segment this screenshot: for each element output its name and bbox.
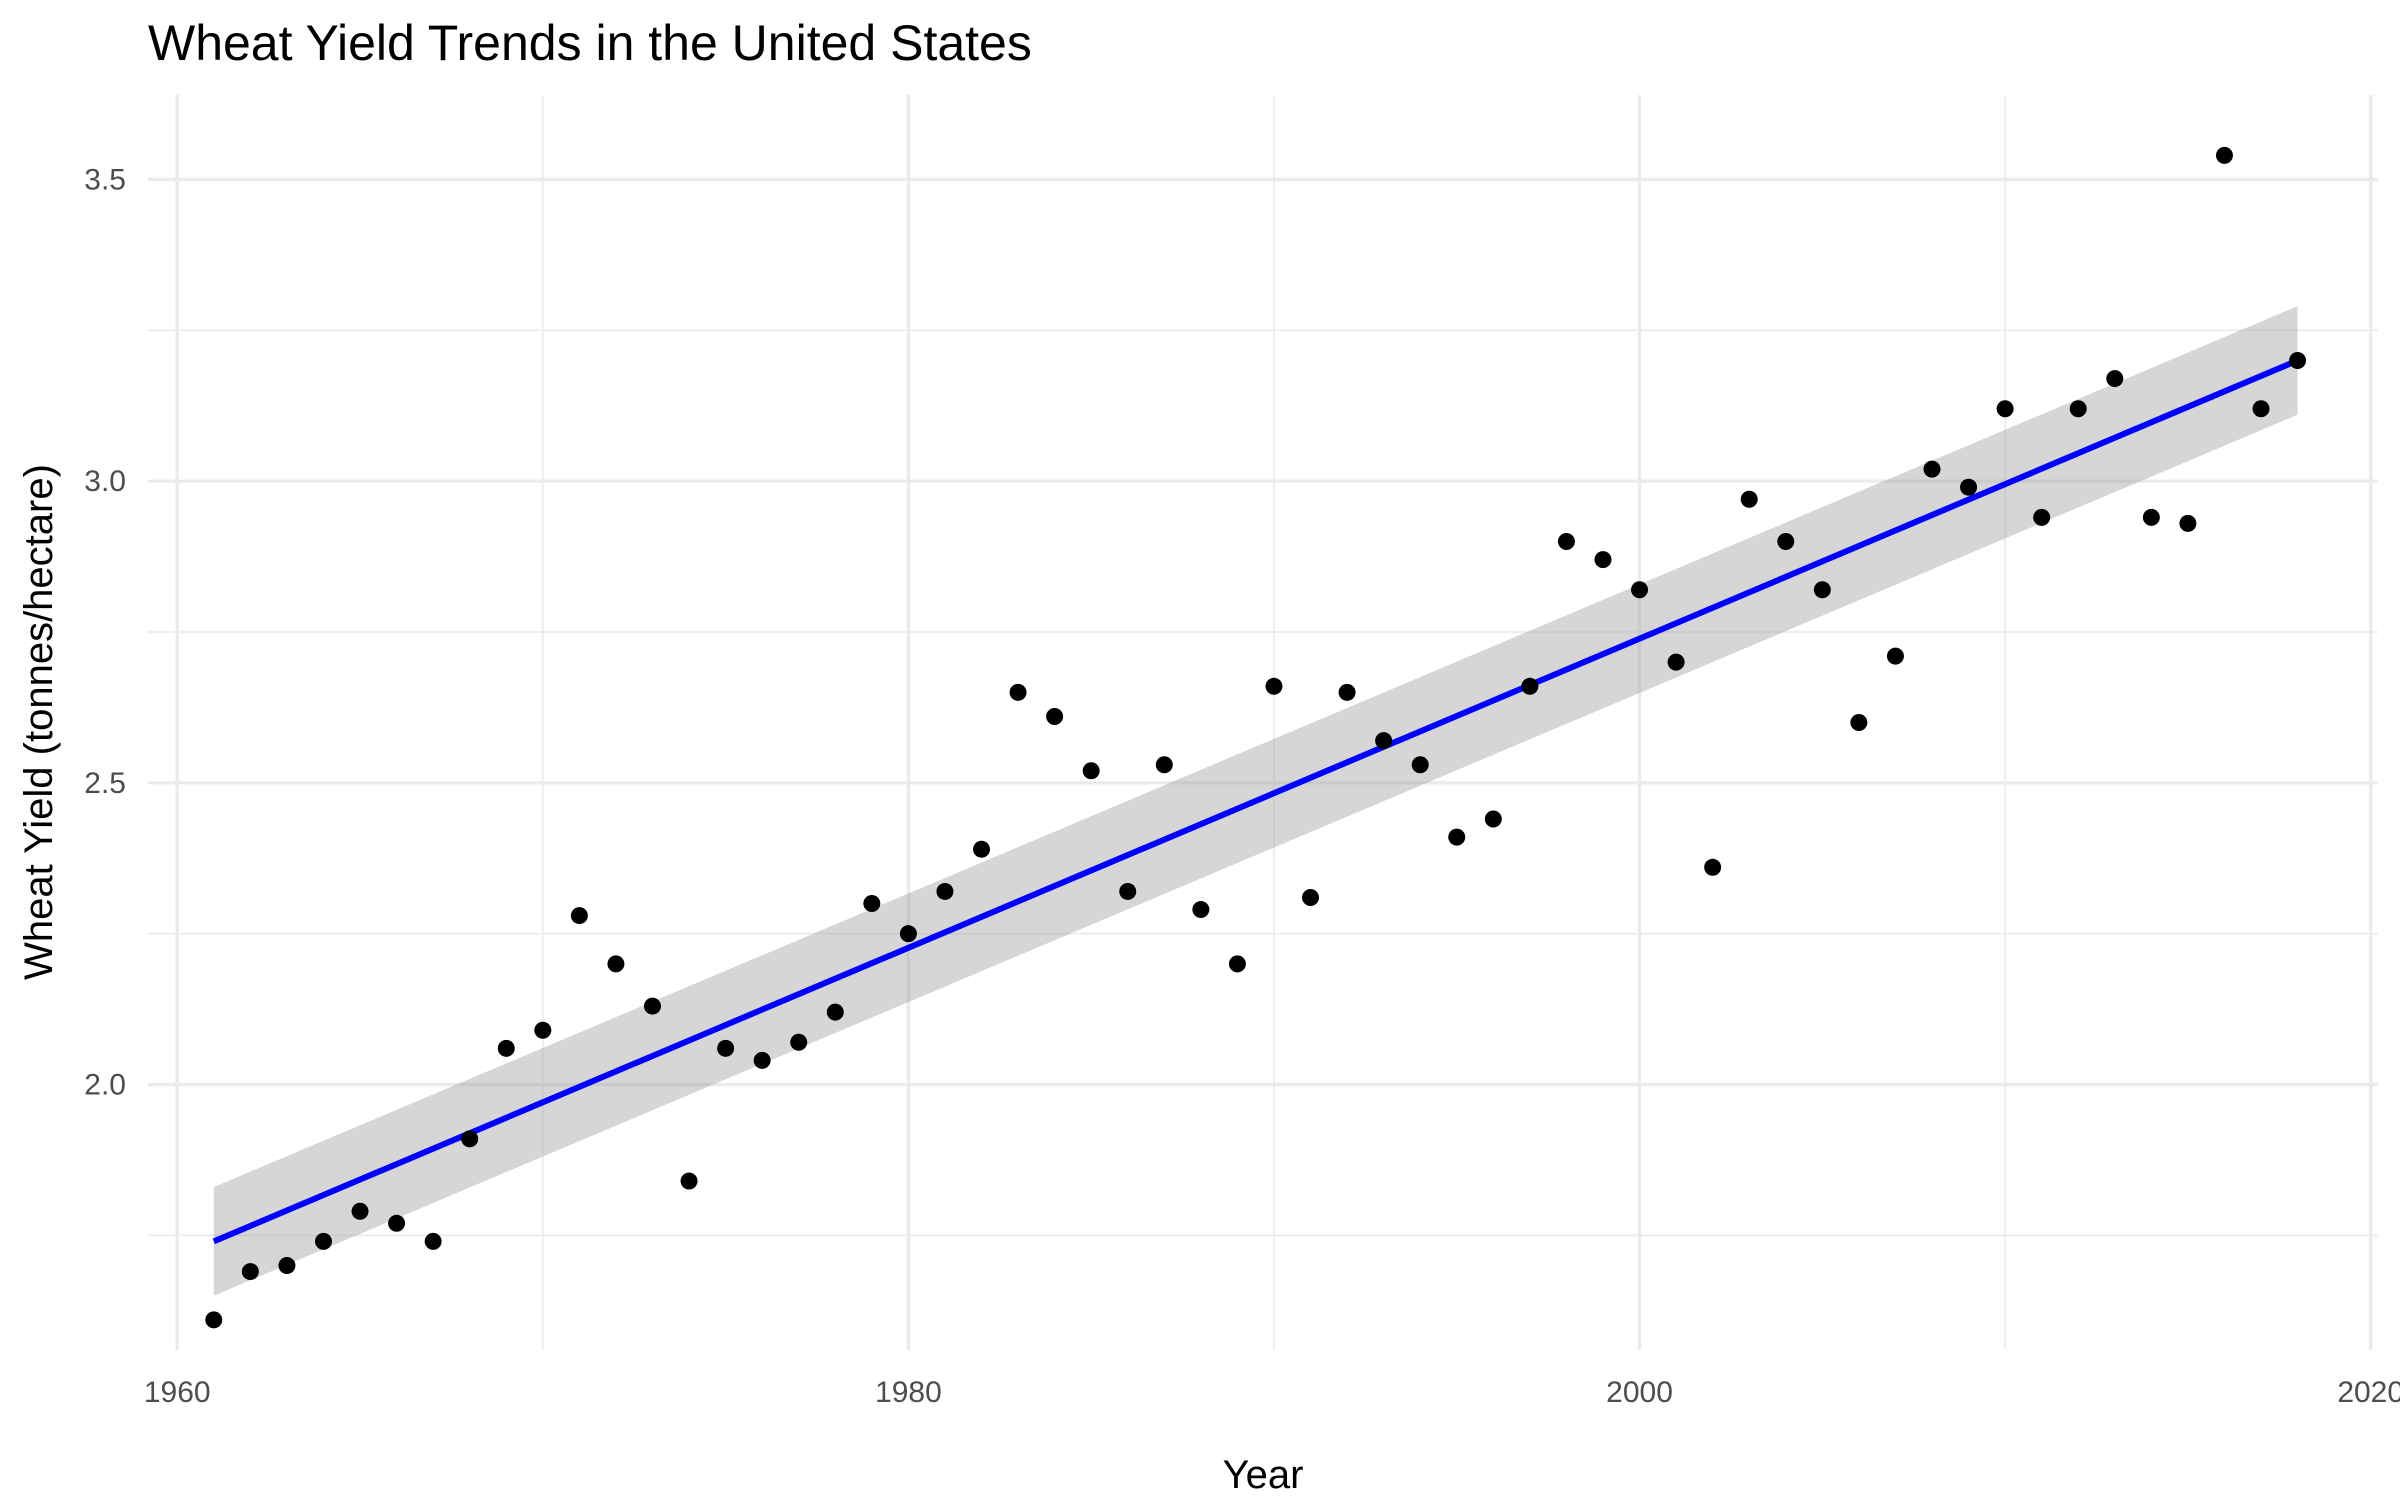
data-point <box>1046 707 1064 725</box>
data-points <box>205 146 2307 1329</box>
x-tick-label: 1960 <box>144 1376 211 1409</box>
data-point <box>607 955 625 973</box>
data-point <box>1996 400 2014 418</box>
data-point <box>1960 478 1978 496</box>
x-tick-label: 1980 <box>875 1376 942 1409</box>
data-point <box>241 1263 259 1281</box>
data-point <box>2069 400 2087 418</box>
data-point <box>1302 888 1320 906</box>
data-point <box>899 925 917 943</box>
data-point <box>643 997 661 1015</box>
x-tick-label: 2000 <box>1606 1376 1673 1409</box>
data-point <box>753 1051 771 1069</box>
data-point <box>790 1033 808 1051</box>
data-point <box>1557 532 1575 550</box>
data-point <box>1777 532 1795 550</box>
data-point <box>936 882 954 900</box>
y-tick-label: 3.0 <box>84 465 126 498</box>
data-point <box>1375 732 1393 750</box>
data-point <box>680 1172 698 1190</box>
data-point <box>351 1202 369 1220</box>
data-point <box>1740 490 1758 508</box>
trend-line <box>212 357 2299 1245</box>
data-point <box>1594 551 1612 569</box>
data-point <box>826 1003 844 1021</box>
data-point <box>205 1311 223 1329</box>
data-point <box>461 1130 479 1148</box>
data-point <box>1155 756 1173 774</box>
data-point <box>1704 858 1722 876</box>
data-point <box>1886 647 1904 665</box>
trend-line-layer <box>212 357 2299 1245</box>
data-point <box>717 1039 735 1057</box>
data-point <box>1119 882 1137 900</box>
data-point <box>1850 714 1868 731</box>
data-point <box>1667 653 1685 671</box>
data-point <box>1265 677 1283 695</box>
data-point <box>424 1232 442 1250</box>
data-point <box>2033 508 2051 526</box>
data-point <box>1448 828 1466 846</box>
data-point <box>973 840 991 858</box>
data-point <box>2179 514 2197 532</box>
data-point <box>863 895 881 913</box>
x-axis-tick-labels: 1960 1980 2000 2020 <box>144 1376 2400 1409</box>
data-point <box>2252 400 2270 418</box>
minor-gridlines <box>148 95 2378 1350</box>
data-point <box>1009 683 1027 701</box>
data-point <box>497 1039 515 1057</box>
y-axis-title: Wheat Yield (tonnes/hectare) <box>17 464 61 980</box>
data-point <box>278 1257 296 1275</box>
data-point <box>314 1232 332 1250</box>
data-point <box>1082 762 1100 780</box>
data-point <box>1631 581 1649 599</box>
y-tick-label: 2.5 <box>84 767 126 800</box>
data-point <box>1228 955 1246 973</box>
data-point <box>1521 677 1539 695</box>
data-point <box>1411 756 1429 774</box>
data-point <box>534 1021 552 1039</box>
y-axis-tick-labels: 2.0 2.5 3.0 3.5 <box>84 163 126 1101</box>
x-tick-label: 2020 <box>2337 1376 2400 1409</box>
data-point <box>1338 683 1356 701</box>
data-point <box>2215 146 2233 164</box>
data-point <box>2289 351 2307 369</box>
y-tick-label: 3.5 <box>84 163 126 196</box>
data-point <box>2142 508 2160 526</box>
x-axis-title: Year <box>1223 1453 1304 1497</box>
data-point <box>570 907 588 925</box>
data-point <box>1484 810 1502 828</box>
chart-title: Wheat Yield Trends in the United States <box>148 15 1032 71</box>
data-point <box>1813 581 1831 599</box>
data-point <box>1923 460 1941 478</box>
data-point <box>388 1214 406 1232</box>
data-point <box>1192 901 1210 919</box>
data-point <box>2106 370 2124 388</box>
y-tick-label: 2.0 <box>84 1069 126 1102</box>
